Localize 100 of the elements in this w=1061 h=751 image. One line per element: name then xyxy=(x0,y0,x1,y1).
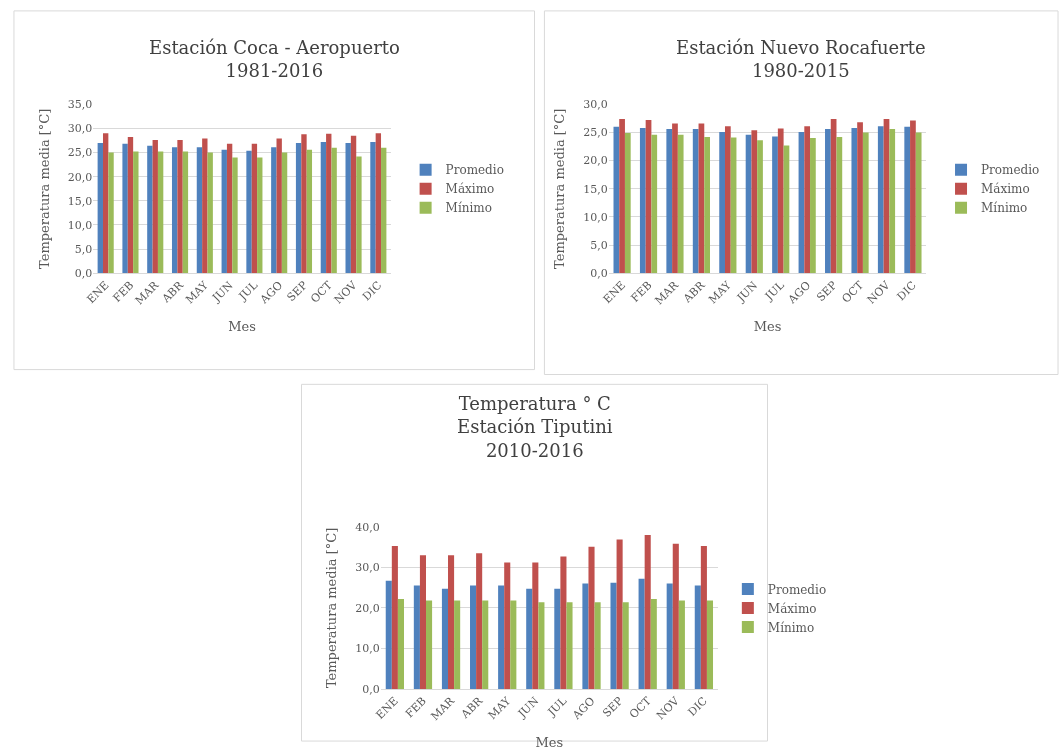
bar xyxy=(127,137,134,274)
bar xyxy=(498,585,505,689)
bar xyxy=(751,130,758,274)
bar xyxy=(526,588,533,689)
bar xyxy=(133,151,139,274)
bar xyxy=(851,127,858,274)
bar xyxy=(326,133,332,274)
y-tick-label: 10,0 xyxy=(67,218,93,232)
bar xyxy=(122,143,128,274)
bar xyxy=(757,140,763,274)
x-axis-title: Mes xyxy=(228,319,256,335)
bar xyxy=(226,143,233,274)
bar xyxy=(619,118,625,274)
bar xyxy=(588,546,595,689)
chart-title: Estación Nuevo Rocafuerte 1980-2015 xyxy=(676,37,926,82)
bar xyxy=(271,147,277,274)
y-tick-label: 0,0 xyxy=(74,267,93,281)
chart-title: Temperatura ° C Estación Tiputini 2010-2016 xyxy=(457,393,613,461)
bar xyxy=(413,585,420,689)
bar xyxy=(510,600,517,689)
bar xyxy=(666,583,673,689)
bar xyxy=(102,133,109,274)
bar xyxy=(777,128,784,274)
bar xyxy=(152,140,158,274)
bar xyxy=(706,600,714,689)
y-tick-label: 20,0 xyxy=(583,154,608,168)
y-tick-label: 30,0 xyxy=(67,122,93,136)
bar xyxy=(613,126,620,274)
y-tick-label: 25,0 xyxy=(67,146,93,160)
bar xyxy=(246,150,252,274)
bar xyxy=(700,545,707,689)
bar xyxy=(594,602,601,689)
bar xyxy=(397,598,404,689)
bar xyxy=(295,142,302,274)
bar xyxy=(616,539,623,689)
bar xyxy=(454,600,461,689)
bar xyxy=(666,129,673,274)
bar xyxy=(622,602,629,689)
y-tick-label: 10,0 xyxy=(583,210,608,224)
legend-label: Mínimo xyxy=(981,201,1028,216)
bar xyxy=(772,136,778,274)
bar xyxy=(915,132,922,274)
y-tick-label: 0,0 xyxy=(362,682,380,696)
bar xyxy=(672,543,679,689)
y-tick-label: 5,0 xyxy=(590,238,608,252)
bar xyxy=(639,127,646,274)
bar xyxy=(375,133,382,274)
bar xyxy=(232,157,238,274)
x-axis-title: Mes xyxy=(535,734,564,750)
bar xyxy=(385,580,392,689)
legend-label: Promedio xyxy=(981,163,1040,178)
bar xyxy=(678,600,685,689)
legend-label: Mínimo xyxy=(767,620,815,635)
bar xyxy=(638,578,645,689)
bar xyxy=(320,141,327,274)
bar xyxy=(704,136,710,274)
y-tick-label: 30,0 xyxy=(355,561,380,575)
bar xyxy=(694,585,701,689)
bar xyxy=(566,602,573,689)
y-tick-label: 35,0 xyxy=(67,98,93,112)
bar xyxy=(804,126,811,274)
bar xyxy=(182,151,189,274)
bar xyxy=(381,147,387,274)
bar xyxy=(910,120,916,274)
bar xyxy=(391,545,398,689)
bar xyxy=(862,132,869,274)
bar xyxy=(345,142,351,274)
bar xyxy=(560,556,567,689)
bar xyxy=(196,147,203,274)
bar xyxy=(651,134,658,274)
y-tick-label: 0,0 xyxy=(590,267,608,281)
bar xyxy=(441,588,449,689)
bar xyxy=(610,582,617,689)
bar xyxy=(448,555,455,689)
bar xyxy=(889,129,896,274)
bar xyxy=(177,140,183,274)
bar xyxy=(356,156,362,274)
bar xyxy=(825,129,831,274)
bar xyxy=(857,122,863,274)
bar xyxy=(276,138,282,274)
bar xyxy=(650,598,657,689)
x-axis-title: Mes xyxy=(753,319,782,335)
bar xyxy=(207,152,213,274)
bar xyxy=(719,131,725,274)
y-tick-label: 30,0 xyxy=(583,98,608,112)
bar xyxy=(538,602,545,689)
legend-label: Máximo xyxy=(445,182,495,197)
bar xyxy=(97,142,103,274)
bar xyxy=(350,135,357,274)
bar xyxy=(108,152,114,274)
bar xyxy=(582,583,589,689)
bar xyxy=(257,157,263,274)
bar xyxy=(724,126,731,274)
y-tick-label: 25,0 xyxy=(583,126,608,140)
legend-label: Máximo xyxy=(767,601,817,616)
bar xyxy=(532,562,539,689)
bar xyxy=(504,562,511,689)
bar xyxy=(251,143,258,274)
bar xyxy=(147,145,153,274)
bar xyxy=(157,151,164,274)
